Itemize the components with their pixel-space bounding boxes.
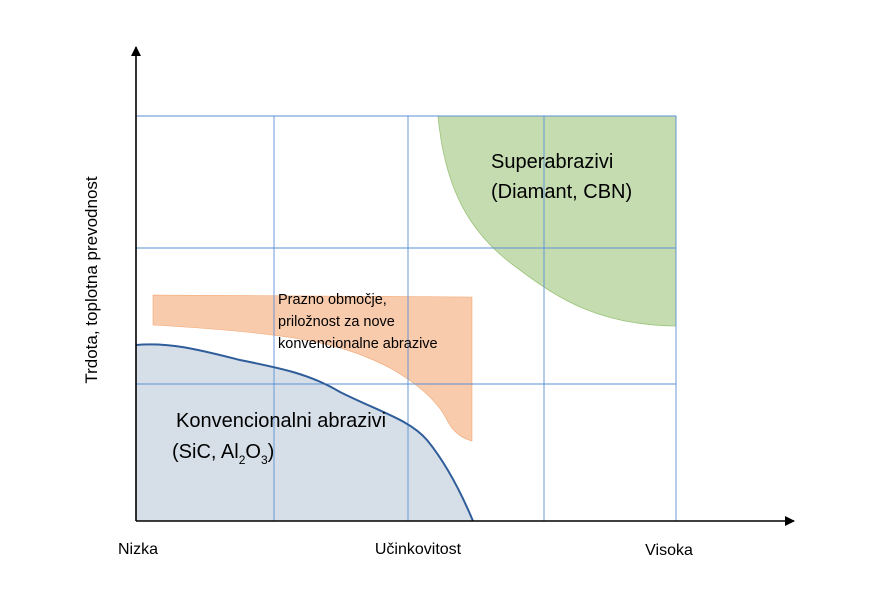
conventional-sublabel: (SiC, Al2O3): [172, 441, 274, 467]
conventional-sublabel-sub1: 2: [239, 453, 246, 467]
superabrasive-label: Superabrazivi: [491, 151, 613, 173]
gap-label-line3: konvencionalne abrazive: [278, 336, 438, 352]
grid: [136, 115, 677, 521]
x-label-efficiency: Učinkovitost: [375, 541, 462, 558]
gap-label-line1: Prazno območje,: [278, 292, 387, 308]
conventional-boundary-line: [135, 343, 474, 522]
superabrasive-region: [437, 115, 677, 327]
x-label-low: Nizka: [118, 541, 158, 558]
conventional-sublabel-sub2: 3: [261, 453, 268, 467]
superabrasive-sublabel: (Diamant, CBN): [491, 181, 632, 203]
conventional-sublabel-prefix: (SiC, Al: [172, 441, 239, 463]
gap-region: [152, 294, 473, 442]
gap-label-line2: priložnost za nove: [278, 314, 395, 330]
x-label-high: Visoka: [645, 542, 693, 559]
y-axis-title: Trdota, toplotna prevodnost: [82, 176, 101, 384]
conventional-label: Konvencionalni abrazivi: [176, 410, 386, 432]
conventional-region: [136, 344, 473, 521]
conventional-sublabel-mid: O: [245, 441, 261, 463]
conventional-sublabel-suffix: ): [268, 441, 275, 463]
